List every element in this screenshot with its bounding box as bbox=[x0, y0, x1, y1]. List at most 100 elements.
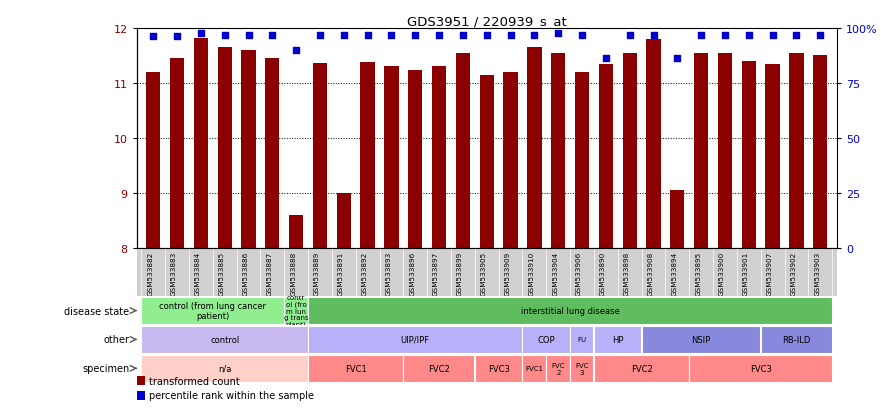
Bar bbox=[599, 64, 613, 248]
Text: contr
ol (fro
m lun
g trans
plant): contr ol (fro m lun g trans plant) bbox=[284, 294, 308, 327]
Bar bbox=[141, 297, 284, 324]
Text: UIP/IPF: UIP/IPF bbox=[401, 335, 430, 344]
Bar bbox=[570, 326, 594, 353]
Text: GSM533892: GSM533892 bbox=[361, 251, 367, 295]
Text: GSM533899: GSM533899 bbox=[457, 251, 463, 295]
Text: GSM533905: GSM533905 bbox=[481, 251, 486, 295]
Text: FVC
2: FVC 2 bbox=[552, 362, 565, 375]
Bar bbox=[742, 62, 756, 248]
Point bbox=[766, 33, 780, 39]
Point bbox=[718, 33, 732, 39]
Text: RB-ILD: RB-ILD bbox=[782, 335, 811, 344]
Point bbox=[813, 33, 827, 39]
Text: transformed count: transformed count bbox=[149, 376, 240, 386]
Text: GSM533904: GSM533904 bbox=[552, 251, 559, 295]
Point bbox=[575, 33, 589, 39]
Bar bbox=[546, 355, 570, 382]
Bar bbox=[360, 63, 374, 248]
Text: FVC3: FVC3 bbox=[750, 364, 772, 373]
Text: control (from lung cancer
patient): control (from lung cancer patient) bbox=[159, 301, 266, 320]
Bar bbox=[522, 326, 570, 353]
Point bbox=[742, 33, 756, 39]
Bar bbox=[146, 73, 160, 248]
Bar bbox=[552, 54, 566, 248]
Bar bbox=[623, 54, 637, 248]
Bar bbox=[308, 326, 522, 353]
Text: interstitial lung disease: interstitial lung disease bbox=[521, 306, 619, 315]
Bar bbox=[194, 39, 208, 248]
Bar bbox=[670, 191, 685, 248]
Point bbox=[384, 33, 398, 39]
Text: FU: FU bbox=[577, 337, 587, 343]
Bar bbox=[594, 326, 641, 353]
Text: FVC
3: FVC 3 bbox=[575, 362, 589, 375]
Text: disease state: disease state bbox=[64, 306, 130, 316]
Text: GSM533900: GSM533900 bbox=[719, 251, 725, 295]
Bar bbox=[137, 376, 145, 385]
Bar bbox=[575, 73, 589, 248]
Bar bbox=[141, 355, 307, 382]
Bar bbox=[241, 51, 255, 248]
Text: GSM533898: GSM533898 bbox=[624, 251, 630, 295]
Bar bbox=[384, 67, 398, 248]
Text: FVC3: FVC3 bbox=[488, 364, 509, 373]
Text: NSIP: NSIP bbox=[692, 335, 711, 344]
Point bbox=[528, 33, 542, 39]
Point bbox=[432, 33, 446, 39]
Text: FVC2: FVC2 bbox=[631, 364, 653, 373]
Bar bbox=[789, 54, 803, 248]
Bar bbox=[570, 355, 594, 382]
Bar bbox=[594, 355, 689, 382]
Bar bbox=[285, 297, 307, 324]
Text: GSM533907: GSM533907 bbox=[766, 251, 773, 295]
Text: GSM533903: GSM533903 bbox=[814, 251, 820, 295]
Bar bbox=[479, 76, 494, 248]
Bar bbox=[522, 355, 546, 382]
Text: GSM533895: GSM533895 bbox=[695, 251, 701, 295]
Text: GSM533885: GSM533885 bbox=[218, 251, 225, 295]
Text: GSM533882: GSM533882 bbox=[147, 251, 153, 295]
Bar bbox=[813, 56, 827, 248]
Bar bbox=[689, 355, 832, 382]
Point bbox=[289, 47, 303, 54]
Bar bbox=[137, 391, 145, 400]
Point bbox=[146, 34, 160, 40]
Text: GSM533897: GSM533897 bbox=[433, 251, 439, 295]
Point bbox=[670, 56, 685, 62]
Text: GSM533893: GSM533893 bbox=[386, 251, 391, 295]
Text: GSM533894: GSM533894 bbox=[671, 251, 677, 295]
Bar bbox=[218, 48, 232, 248]
Text: HP: HP bbox=[612, 335, 624, 344]
Text: other: other bbox=[104, 335, 130, 344]
Text: GSM533889: GSM533889 bbox=[314, 251, 320, 295]
Point bbox=[265, 33, 279, 39]
Point bbox=[360, 33, 374, 39]
Point bbox=[337, 33, 351, 39]
Text: GSM533886: GSM533886 bbox=[242, 251, 248, 295]
Text: GSM533906: GSM533906 bbox=[576, 251, 582, 295]
Bar bbox=[308, 297, 832, 324]
Point bbox=[789, 33, 803, 39]
Point bbox=[647, 33, 661, 39]
Bar bbox=[455, 54, 470, 248]
Bar bbox=[475, 355, 522, 382]
Bar bbox=[503, 73, 518, 248]
Bar bbox=[403, 355, 474, 382]
Text: GSM533896: GSM533896 bbox=[410, 251, 415, 295]
Text: GSM533909: GSM533909 bbox=[505, 251, 511, 295]
Text: COP: COP bbox=[537, 335, 555, 344]
Point bbox=[241, 33, 255, 39]
Bar bbox=[432, 67, 447, 248]
Bar bbox=[141, 326, 307, 353]
Text: GSM533887: GSM533887 bbox=[266, 251, 272, 295]
Point bbox=[599, 56, 613, 62]
Bar bbox=[308, 355, 403, 382]
Bar bbox=[647, 40, 661, 248]
Text: control: control bbox=[210, 335, 240, 344]
Bar bbox=[337, 194, 351, 248]
Point bbox=[479, 33, 493, 39]
Point bbox=[694, 33, 708, 39]
Point bbox=[218, 33, 232, 39]
Bar bbox=[760, 326, 832, 353]
Text: GSM533901: GSM533901 bbox=[743, 251, 749, 295]
